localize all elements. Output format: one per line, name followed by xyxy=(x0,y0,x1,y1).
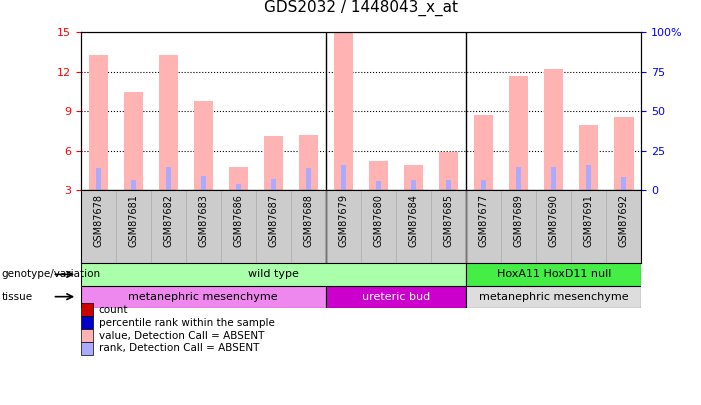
Bar xyxy=(369,161,388,190)
Bar xyxy=(264,136,283,190)
Bar xyxy=(404,165,423,190)
Text: GSM87682: GSM87682 xyxy=(163,194,173,247)
Bar xyxy=(81,286,326,308)
Bar xyxy=(376,181,381,190)
Bar xyxy=(466,286,641,308)
Bar xyxy=(482,180,486,190)
Text: metanephric mesenchyme: metanephric mesenchyme xyxy=(128,292,278,302)
Bar xyxy=(88,55,108,190)
Text: GSM87691: GSM87691 xyxy=(584,194,594,247)
Bar xyxy=(587,165,591,190)
Bar xyxy=(158,55,178,190)
Bar xyxy=(334,32,353,190)
Bar xyxy=(229,167,248,190)
Text: GSM87679: GSM87679 xyxy=(339,194,348,247)
Bar xyxy=(439,152,458,190)
Bar xyxy=(326,286,466,308)
Text: GSM87692: GSM87692 xyxy=(619,194,629,247)
Bar xyxy=(411,180,416,190)
Text: GSM87683: GSM87683 xyxy=(198,194,208,247)
Text: GSM87685: GSM87685 xyxy=(444,194,454,247)
Bar xyxy=(474,115,494,190)
Text: HoxA11 HoxD11 null: HoxA11 HoxD11 null xyxy=(496,269,611,279)
Bar xyxy=(517,167,521,190)
Text: GSM87681: GSM87681 xyxy=(128,194,138,247)
Bar xyxy=(622,177,626,190)
Text: GSM87678: GSM87678 xyxy=(93,194,103,247)
Text: percentile rank within the sample: percentile rank within the sample xyxy=(99,318,275,328)
Text: genotype/variation: genotype/variation xyxy=(1,269,100,279)
Text: metanephric mesenchyme: metanephric mesenchyme xyxy=(479,292,629,302)
Bar xyxy=(131,180,135,190)
Text: count: count xyxy=(99,305,128,315)
Bar xyxy=(123,92,143,190)
Bar xyxy=(81,263,466,286)
Text: GSM87686: GSM87686 xyxy=(233,194,243,247)
Text: GSM87688: GSM87688 xyxy=(304,194,313,247)
Text: GSM87677: GSM87677 xyxy=(479,194,489,247)
Bar xyxy=(299,135,318,190)
Bar xyxy=(447,180,451,190)
Bar xyxy=(306,168,311,190)
Text: ureteric bud: ureteric bud xyxy=(362,292,430,302)
Text: GSM87684: GSM87684 xyxy=(409,194,418,247)
Bar xyxy=(236,184,240,190)
Bar xyxy=(509,76,529,190)
Bar xyxy=(193,101,213,190)
Text: GSM87680: GSM87680 xyxy=(374,194,383,247)
Bar xyxy=(166,167,170,190)
Bar xyxy=(271,179,275,190)
Text: wild type: wild type xyxy=(248,269,299,279)
Bar xyxy=(614,117,634,190)
Bar xyxy=(96,168,100,190)
Bar xyxy=(579,125,599,190)
Text: GSM87689: GSM87689 xyxy=(514,194,524,247)
Text: rank, Detection Call = ABSENT: rank, Detection Call = ABSENT xyxy=(99,343,259,354)
Text: GSM87687: GSM87687 xyxy=(268,194,278,247)
Bar xyxy=(341,165,346,190)
Text: tissue: tissue xyxy=(1,292,32,302)
Text: value, Detection Call = ABSENT: value, Detection Call = ABSENT xyxy=(99,330,264,341)
Bar xyxy=(552,167,556,190)
Bar xyxy=(201,176,205,190)
Text: GDS2032 / 1448043_x_at: GDS2032 / 1448043_x_at xyxy=(264,0,458,16)
Bar xyxy=(544,69,564,190)
Bar xyxy=(466,263,641,286)
Text: GSM87690: GSM87690 xyxy=(549,194,559,247)
